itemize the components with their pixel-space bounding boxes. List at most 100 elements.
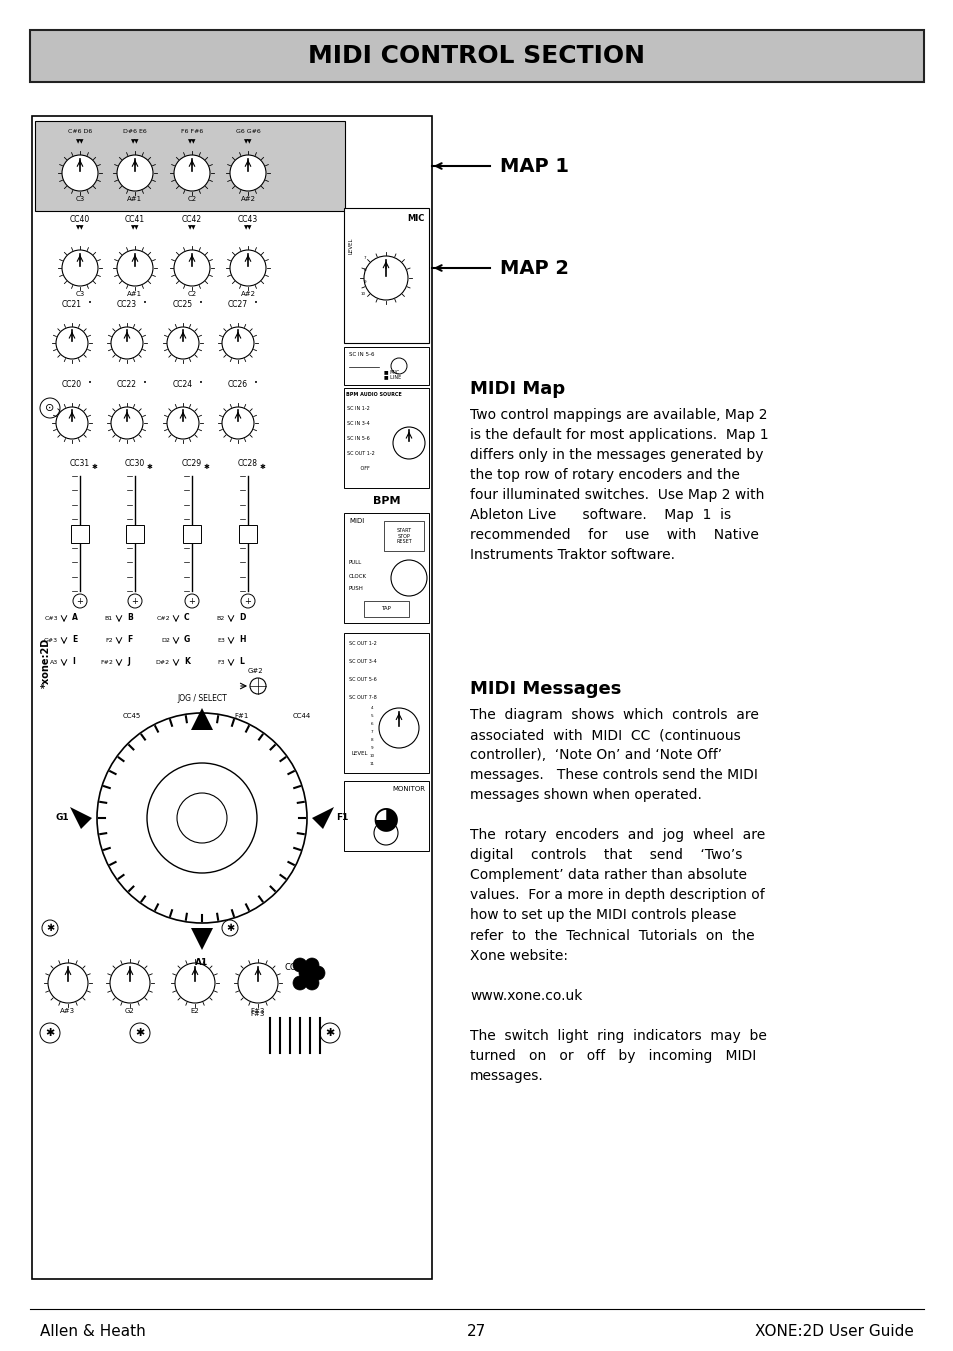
- Text: A1: A1: [195, 958, 209, 967]
- FancyBboxPatch shape: [364, 601, 409, 617]
- Circle shape: [42, 920, 58, 936]
- Text: C3: C3: [75, 290, 85, 297]
- Circle shape: [48, 963, 88, 1002]
- Text: ■ LINE: ■ LINE: [384, 374, 401, 380]
- Text: 27: 27: [467, 1324, 486, 1339]
- Text: •: •: [199, 380, 203, 386]
- Circle shape: [374, 821, 397, 844]
- Circle shape: [111, 407, 143, 439]
- Text: •: •: [88, 300, 91, 305]
- Text: MAP 2: MAP 2: [499, 258, 568, 277]
- Text: F6 F#6: F6 F#6: [181, 128, 203, 134]
- Circle shape: [40, 399, 60, 417]
- Text: E3: E3: [217, 638, 225, 643]
- Text: 7: 7: [363, 255, 366, 259]
- Text: B1: B1: [105, 616, 112, 620]
- Text: K: K: [184, 658, 190, 666]
- Text: MIDI Messages: MIDI Messages: [470, 680, 620, 698]
- Text: CC45: CC45: [123, 713, 141, 719]
- Text: B: B: [127, 613, 132, 623]
- Text: CC44: CC44: [293, 713, 311, 719]
- Text: PUSH: PUSH: [349, 585, 363, 590]
- Polygon shape: [70, 807, 91, 830]
- Text: OFF: OFF: [347, 466, 370, 471]
- FancyBboxPatch shape: [71, 524, 89, 543]
- FancyBboxPatch shape: [239, 524, 256, 543]
- Text: ▼▼: ▼▼: [188, 139, 196, 145]
- Circle shape: [111, 327, 143, 359]
- Text: E2: E2: [191, 1008, 199, 1015]
- Text: 9: 9: [371, 746, 373, 750]
- Text: F#1: F#1: [234, 713, 249, 719]
- Text: C#3: C#3: [45, 616, 58, 620]
- Text: C: C: [184, 613, 190, 623]
- Text: A#1: A#1: [128, 196, 142, 203]
- Text: CC31: CC31: [70, 459, 90, 467]
- Circle shape: [391, 358, 407, 374]
- Text: F3: F3: [217, 659, 225, 665]
- Text: A: A: [71, 613, 78, 623]
- Text: J: J: [127, 658, 130, 666]
- Circle shape: [62, 250, 98, 286]
- Text: JOG / SELECT: JOG / SELECT: [177, 694, 227, 703]
- Text: L: L: [239, 658, 244, 666]
- FancyBboxPatch shape: [126, 524, 144, 543]
- Circle shape: [56, 407, 88, 439]
- Circle shape: [177, 793, 227, 843]
- Text: F2: F2: [105, 638, 112, 643]
- Circle shape: [110, 963, 150, 1002]
- Circle shape: [117, 155, 152, 190]
- Text: C3: C3: [75, 196, 85, 203]
- FancyBboxPatch shape: [30, 30, 923, 82]
- Text: ✱: ✱: [325, 1028, 335, 1038]
- Circle shape: [97, 713, 307, 923]
- Text: F#3: F#3: [251, 1011, 265, 1017]
- Text: PULL: PULL: [349, 561, 362, 566]
- Text: SC IN 5-6: SC IN 5-6: [349, 353, 375, 357]
- Text: CC28: CC28: [237, 459, 257, 467]
- Text: +: +: [189, 597, 195, 605]
- Text: G: G: [184, 635, 190, 644]
- Circle shape: [222, 407, 253, 439]
- Circle shape: [311, 966, 325, 979]
- Text: MIC: MIC: [407, 213, 424, 223]
- Text: •: •: [253, 300, 257, 305]
- Text: MIDI Map: MIDI Map: [470, 380, 564, 399]
- Text: A3: A3: [50, 659, 58, 665]
- Text: G1: G1: [55, 813, 69, 823]
- Text: CC42: CC42: [182, 215, 202, 224]
- Text: F#3: F#3: [251, 1008, 265, 1015]
- Text: MIDI: MIDI: [349, 517, 364, 524]
- Text: +: +: [132, 597, 138, 605]
- Text: MONITOR: MONITOR: [392, 786, 424, 792]
- Text: CC27: CC27: [228, 300, 248, 309]
- Circle shape: [62, 155, 98, 190]
- Text: CC43: CC43: [237, 215, 258, 224]
- Text: ▼▼: ▼▼: [131, 226, 139, 230]
- Text: •: •: [199, 300, 203, 305]
- Text: A#2: A#2: [240, 196, 255, 203]
- Circle shape: [130, 1023, 150, 1043]
- Text: •: •: [88, 380, 91, 386]
- Text: C#6 D6: C#6 D6: [68, 128, 92, 134]
- Text: BPM AUDIO SOURCE: BPM AUDIO SOURCE: [346, 392, 401, 397]
- FancyBboxPatch shape: [344, 208, 429, 343]
- Text: LEVEL: LEVEL: [352, 751, 368, 757]
- Text: 4: 4: [371, 707, 373, 711]
- Circle shape: [237, 963, 277, 1002]
- Text: 5: 5: [371, 713, 373, 717]
- Text: BPM: BPM: [373, 496, 400, 507]
- Text: ■ MIC: ■ MIC: [384, 369, 399, 374]
- Text: SC OUT 1-2: SC OUT 1-2: [349, 640, 376, 646]
- Polygon shape: [312, 807, 334, 830]
- Text: ▼▼: ▼▼: [244, 139, 252, 145]
- Text: Allen & Heath: Allen & Heath: [40, 1324, 146, 1339]
- Text: D#2: D#2: [155, 659, 170, 665]
- Text: 8: 8: [371, 738, 373, 742]
- Text: 6: 6: [371, 721, 373, 725]
- FancyBboxPatch shape: [344, 347, 429, 385]
- FancyBboxPatch shape: [384, 521, 423, 551]
- Text: •: •: [253, 380, 257, 386]
- FancyBboxPatch shape: [35, 122, 345, 211]
- Circle shape: [305, 958, 318, 971]
